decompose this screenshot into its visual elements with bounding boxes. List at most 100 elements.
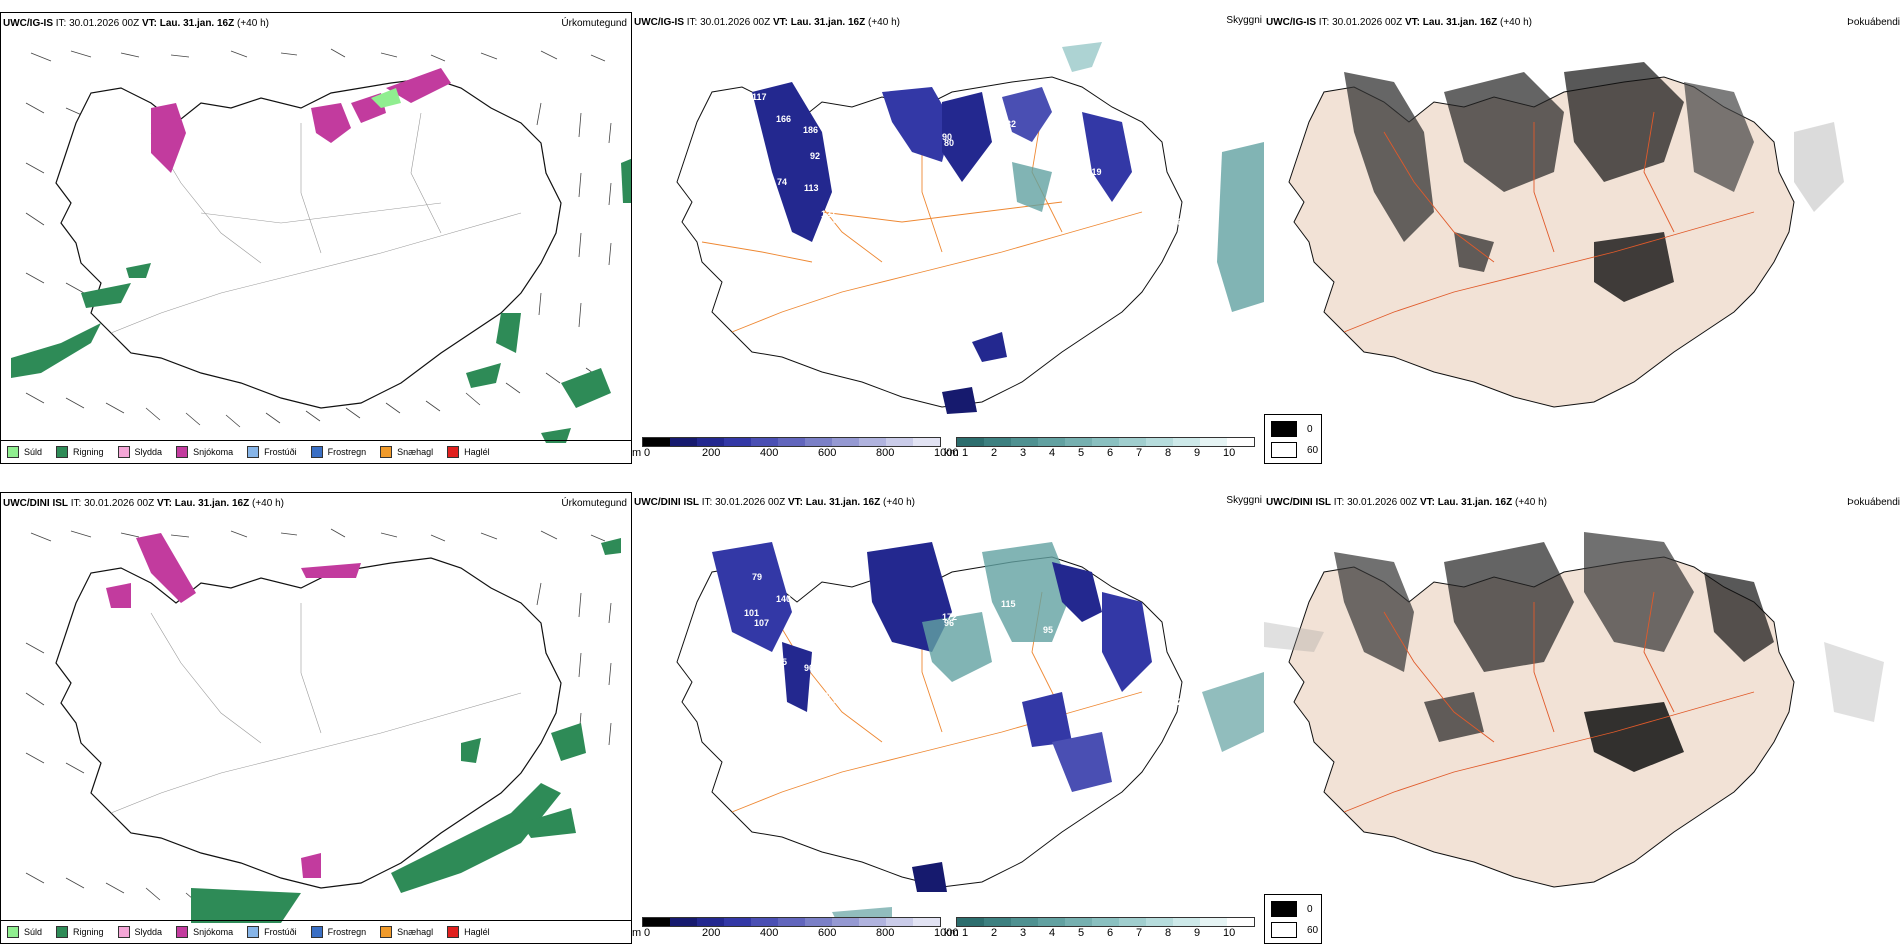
colorbar-cell	[1146, 438, 1173, 446]
precip-type-map	[25, 528, 621, 923]
fog-map-top	[1288, 62, 1844, 408]
cloud-base-value: 90	[942, 132, 953, 142]
visibility-colorbar: km 1 2 3 4 5 6 7 8 9 10	[944, 917, 1264, 939]
colorbar-tick: 200	[702, 447, 721, 459]
cloud-base-value: 95	[1043, 625, 1054, 635]
precip-legend-item: Snæhagl	[380, 926, 433, 938]
cloud-areas-bottom	[712, 542, 1152, 892]
cloud-base-value: 185	[810, 631, 826, 641]
cloud-base-value: 83	[833, 215, 844, 225]
cloud-base-value: 140	[776, 594, 792, 604]
cloud-base-value: 107	[821, 689, 837, 699]
precip-legend-item: Slydda	[117, 926, 163, 938]
fog-legend: 0 60	[1264, 894, 1322, 944]
colorbar-cell	[805, 438, 832, 446]
colorbar-cells	[642, 917, 941, 927]
fog-map-bottom	[1264, 532, 1884, 888]
cloud-base-unit: m	[632, 927, 642, 939]
colorbar-cell	[913, 438, 940, 446]
panel-header: UWC/IG-IS IT: 30.01.2026 00Z VT: Lau. 31…	[3, 18, 269, 29]
precip-legend-swatch	[247, 926, 260, 938]
cloud-base-value: 74	[777, 177, 788, 187]
precip-legend-label: Rigning	[73, 447, 104, 457]
cloud-base-value: 15	[911, 249, 922, 259]
colorbar-cell	[1200, 438, 1227, 446]
cloud-base-value: 96	[833, 695, 844, 705]
roads	[1343, 591, 1755, 813]
fog-legend: 0 60	[1264, 414, 1322, 464]
precip-legend-label: Súld	[24, 447, 43, 457]
cloud-base-value: 124	[1172, 697, 1188, 707]
precip-legend-label: Rigning	[73, 927, 104, 937]
colorbar-cell	[957, 918, 984, 926]
panel-title-cloud: Skyggni	[1226, 15, 1262, 26]
colorbar-cell	[670, 918, 697, 926]
cloud-base-value: 166	[776, 114, 792, 124]
precip-legend-swatch	[447, 926, 460, 938]
panel-title-precip-type: Úrkomutegund	[561, 18, 627, 29]
precip-legend-item: Slydda	[117, 446, 163, 458]
iceland-outline	[55, 557, 562, 889]
colorbar-cell	[1146, 918, 1173, 926]
panel-header: UWC/DINI ISL IT: 30.01.2026 00Z VT: Lau.…	[1266, 497, 1547, 508]
precip-legend-item: Frostregn	[310, 446, 366, 458]
panel-title-precip-type: Úrkomutegund	[561, 498, 627, 509]
precip-legend-swatch	[447, 446, 460, 458]
colorbar-tick: 5	[1078, 447, 1085, 459]
colorbar-cell	[1119, 918, 1146, 926]
cloud-panel-top: UWC/IG-IS IT: 30.01.2026 00Z VT: Lau. 31…	[632, 12, 1264, 464]
colorbar-tick: 5	[1078, 927, 1085, 939]
colorbar-tick: 7	[1136, 927, 1143, 939]
precip-legend-item: Frostúði	[247, 446, 297, 458]
precip-legend-label: Slydda	[134, 927, 163, 937]
precip-legend-item: Súld	[7, 926, 42, 938]
colorbar-cell	[1200, 918, 1227, 926]
cloud-panel-bottom: UWC/DINI ISL IT: 30.01.2026 00Z VT: Lau.…	[632, 492, 1264, 944]
colorbar-tick: 1000	[934, 927, 959, 939]
cloud-base-value: 119	[1087, 167, 1102, 177]
colorbar-tick: 0	[644, 927, 651, 939]
visibility-unit: km	[944, 927, 959, 939]
cloud-base-value: 121	[821, 209, 837, 219]
colorbar-cell	[859, 918, 886, 926]
precip-legend-swatch	[176, 446, 189, 458]
colorbar-cells	[956, 917, 1255, 927]
precip-legend-label: Snæhagl	[397, 447, 434, 457]
precip-type-panel-top: UWC/IG-IS IT: 30.01.2026 00Z VT: Lau. 31…	[0, 12, 632, 464]
precip-legend-item: Haglél	[447, 446, 490, 458]
colorbar-cell	[1227, 438, 1254, 446]
colorbar-tick: 800	[876, 927, 895, 939]
cloud-base-value: 96	[944, 618, 955, 628]
precip-legend-label: Snjókoma	[193, 447, 234, 457]
cloud-base-value: 93	[911, 729, 922, 739]
colorbar-tick: 3	[1020, 927, 1027, 939]
precip-legend-swatch	[56, 446, 69, 458]
cloud-base-value: 107	[960, 216, 976, 226]
fog-areas	[1344, 62, 1844, 302]
colorbar-cell	[984, 918, 1011, 926]
colorbar-cells	[642, 437, 941, 447]
precip-legend-label: Slydda	[134, 447, 163, 457]
cloud-base-value: 135	[855, 641, 871, 651]
colorbar-tick: 200	[702, 927, 721, 939]
cloud-base-value: 80	[944, 138, 955, 148]
colorbar-cell	[1065, 438, 1092, 446]
colorbar-cell	[1011, 438, 1038, 446]
precip-legend-label: Haglél	[464, 447, 490, 457]
precip-legend-label: Súld	[24, 927, 43, 937]
colorbar-tick: 10	[1223, 447, 1236, 459]
fog-legend-row: 60	[1271, 922, 1318, 938]
colorbar-tick: 1	[962, 447, 969, 459]
precip-legend-item: Rigning	[56, 926, 104, 938]
visibility-colorbar: km 1 2 3 4 5 6 7 8 9 10	[944, 437, 1264, 459]
precip-legend-item: Haglél	[447, 926, 490, 938]
roads	[1343, 111, 1755, 333]
cloud-base-unit: m	[632, 447, 642, 459]
precip-areas-top	[11, 68, 631, 443]
cloud-base-value: 113	[804, 183, 819, 193]
panel-header: UWC/IG-IS IT: 30.01.2026 00Z VT: Lau. 31…	[634, 17, 900, 28]
colorbar-cell	[643, 918, 670, 926]
precip-legend-item: Rigning	[56, 446, 104, 458]
colorbar-tick: 8	[1165, 927, 1172, 939]
cloud-base-value: 186	[803, 125, 819, 135]
